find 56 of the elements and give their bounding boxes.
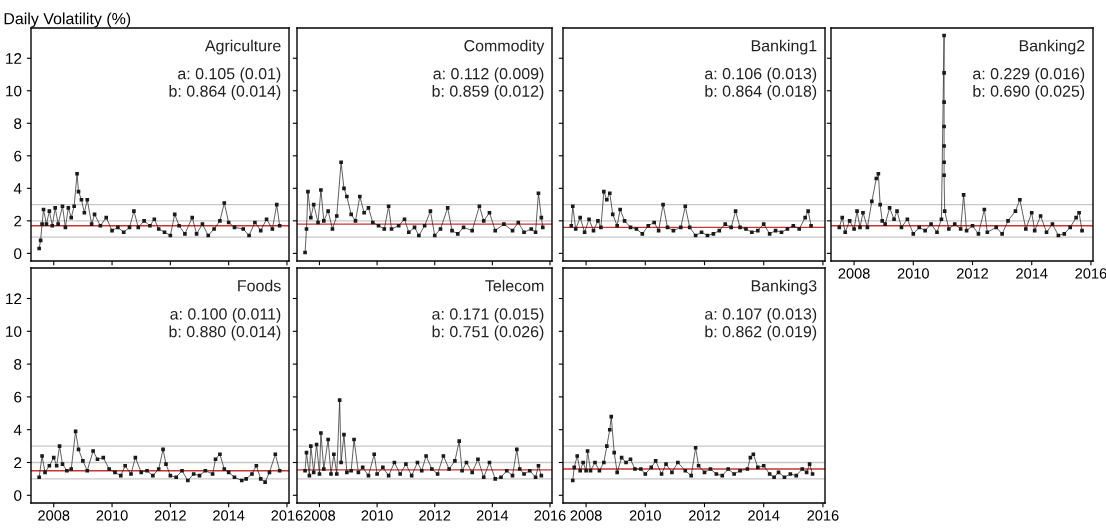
x-tick-label: 2010	[361, 510, 393, 521]
x-tick-label: 2016	[807, 510, 839, 521]
annotation: a: 0.106 (0.013)	[705, 67, 817, 83]
annotation: a: 0.171 (0.015)	[432, 307, 544, 323]
annotation: b: 0.880 (0.014)	[169, 325, 281, 341]
annotation: a: 0.107 (0.013)	[705, 307, 817, 323]
x-tick-label: 2014	[748, 510, 780, 521]
y-tick-label: 10	[6, 85, 22, 97]
y-tick-label: 6	[14, 150, 22, 162]
text: Commodity	[464, 39, 545, 55]
annotation: a: 0.229 (0.016)	[973, 67, 1085, 83]
annotation: a: 0.100 (0.011)	[170, 307, 281, 323]
x-tick-label: 2008	[570, 510, 602, 521]
text: Agriculture	[204, 39, 281, 55]
y-tick-label: 0	[14, 490, 22, 501]
x-tick-label: 2010	[96, 510, 128, 521]
y-tick-label: 4	[13, 183, 22, 194]
y-tick-label: 8	[14, 358, 22, 370]
x-tick-label: 2016	[1075, 268, 1106, 279]
text: Foods	[238, 279, 281, 292]
x-tick-label: 2012	[419, 510, 451, 521]
y-tick-label: 4	[13, 424, 22, 436]
annotation: b: 0.751 (0.026)	[432, 325, 544, 341]
x-tick-label: 2014	[476, 510, 509, 521]
annotation: a: 0.112 (0.009)	[433, 67, 544, 83]
y-tick-label: 6	[14, 391, 22, 403]
x-tick-label: 2016	[534, 510, 566, 521]
y-tick-label: 8	[14, 118, 22, 129]
annotation: b: 0.859 (0.012)	[432, 85, 544, 100]
text: Telecom	[485, 279, 544, 292]
x-tick-label: 2010	[897, 268, 929, 279]
x-tick-label: 2010	[629, 510, 661, 521]
x-tick-label: 2016	[271, 510, 303, 521]
text: Banking2	[1019, 39, 1085, 55]
x-tick-label: 2008	[38, 510, 70, 521]
x-tick-label: 2012	[689, 510, 720, 521]
x-tick-label: 2012	[957, 268, 988, 279]
y-tick-label: 10	[6, 326, 22, 337]
y-tick-label: 12	[6, 53, 22, 64]
x-tick-label: 2008	[838, 268, 870, 279]
y-tick-label: 2	[14, 215, 22, 227]
annotation: b: 0.690 (0.025)	[973, 85, 1085, 100]
x-tick-label: 2014	[1016, 268, 1048, 279]
x-tick-label: 2014	[213, 510, 245, 521]
x-tick-label: 2008	[303, 510, 336, 521]
x-tick-label: 2012	[154, 510, 186, 521]
annotation: a: 0.105 (0.01)	[178, 67, 281, 83]
y-tick-label: 0	[14, 248, 22, 260]
y-tick-label: 2	[14, 457, 22, 469]
y-tick-label: 12	[6, 293, 22, 305]
annotation: b: 0.864 (0.018)	[705, 85, 817, 100]
annotation: b: 0.864 (0.014)	[169, 85, 281, 100]
annotation: b: 0.862 (0.019)	[705, 325, 817, 341]
y-axis-title: Daily Volatility (%)	[4, 12, 131, 28]
text: Banking1	[751, 39, 817, 55]
text: Banking3	[751, 279, 817, 295]
